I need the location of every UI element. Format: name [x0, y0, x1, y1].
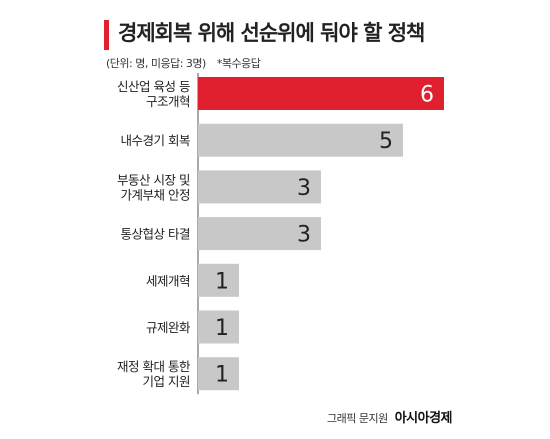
- category-label: 신산업 육성 등: [117, 79, 190, 94]
- footer-credit: 그래픽 문지원 아시아경제: [326, 407, 453, 426]
- graphic-credit: 그래픽 문지원: [326, 412, 388, 425]
- bar: [198, 77, 444, 110]
- chart-subtitle: (단위: 명, 미응답: 3명) *복수응답: [106, 55, 261, 71]
- data-label: 3: [297, 176, 311, 201]
- data-label: 1: [215, 316, 229, 341]
- unit-note: (단위: 명, 미응답: 3명): [106, 57, 206, 70]
- category-label: 가계부채 안정: [121, 187, 190, 202]
- bar: [198, 310, 239, 344]
- data-label: 6: [420, 83, 434, 108]
- brand-logo: 아시아경제: [394, 411, 453, 426]
- category-label: 재정 확대 통한: [117, 359, 191, 374]
- multi-response-note: *복수응답: [216, 57, 261, 70]
- data-label: 1: [215, 363, 229, 388]
- category-label: 부동산 시장 및: [117, 172, 190, 187]
- data-label: 5: [379, 129, 393, 154]
- category-label: 규제완화: [146, 320, 191, 335]
- category-label: 기업 지원: [143, 374, 190, 389]
- category-label: 통상협상 타결: [121, 227, 190, 242]
- data-label: 1: [215, 269, 229, 294]
- data-label: 3: [297, 223, 311, 248]
- bar: [198, 170, 321, 204]
- category-label: 세제개혁: [146, 273, 190, 288]
- title-accent-bar: [104, 20, 109, 50]
- bar: [198, 123, 403, 157]
- category-label: 구조개혁: [146, 94, 190, 109]
- category-label: 내수경기 회복: [121, 133, 190, 148]
- bar: [198, 217, 321, 251]
- chart-title: 경제회복 위해 선순위에 둬야 할 정책: [118, 21, 425, 45]
- bar: [198, 357, 239, 391]
- bar: [198, 263, 239, 297]
